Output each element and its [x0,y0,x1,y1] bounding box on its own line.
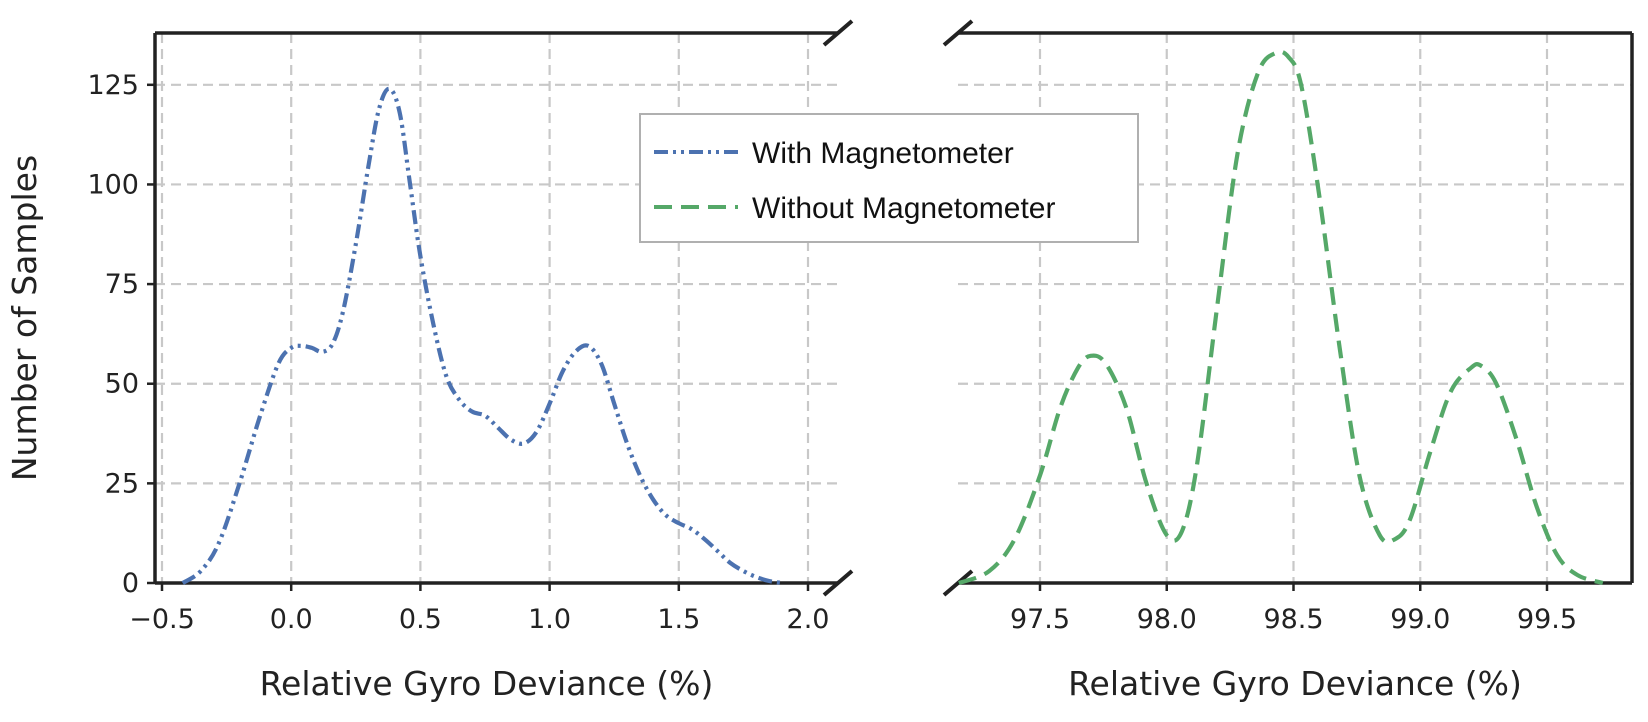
y-tick-label: 0 [122,568,139,599]
x-tick-label: 97.5 [1010,604,1070,635]
x-tick-label: 99.5 [1517,604,1577,635]
x-axis-label: Relative Gyro Deviance (%) [260,664,714,703]
axis-break-mark [942,569,974,597]
legend: With Magnetometer Without Magnetometer [639,113,1139,243]
y-axis-label: Number of Samples [5,155,44,481]
y-tick-label: 75 [105,269,139,300]
y-tick-label: 50 [105,369,139,400]
left-panel: −0.5 0.0 0.5 1.0 1.5 2.0 Relative Gyro Devianc… [129,19,854,703]
series-line-without-magnetometer [958,49,1604,586]
y-axis: 0 25 50 75 100 125 [87,70,155,599]
legend-box [639,113,1139,243]
x-axis-label: Relative Gyro Deviance (%) [1068,664,1522,703]
legend-label-with-magnetometer: With Magnetometer [752,137,1014,170]
x-tick-label: 0.0 [270,604,313,635]
y-tick-label: 125 [87,70,139,101]
x-tick-label: 1.0 [528,604,571,635]
x-tick-label: 1.5 [657,604,700,635]
legend-label-without-magnetometer: Without Magnetometer [752,192,1055,225]
x-tick-label: 0.5 [399,604,442,635]
y-tick-label: 100 [87,169,139,200]
x-tick-label: 99.0 [1390,604,1450,635]
x-tick-label: 2.0 [787,604,830,635]
series-line-with-magnetometer [181,86,783,586]
y-tick-label: 25 [105,468,139,499]
x-tick-label: −0.5 [129,604,195,635]
axis-break-mark [942,19,974,47]
axis-break-mark [822,19,854,47]
x-tick-label: 98.0 [1137,604,1197,635]
x-tick-label: 98.5 [1263,604,1323,635]
axis-break-mark [822,569,854,597]
